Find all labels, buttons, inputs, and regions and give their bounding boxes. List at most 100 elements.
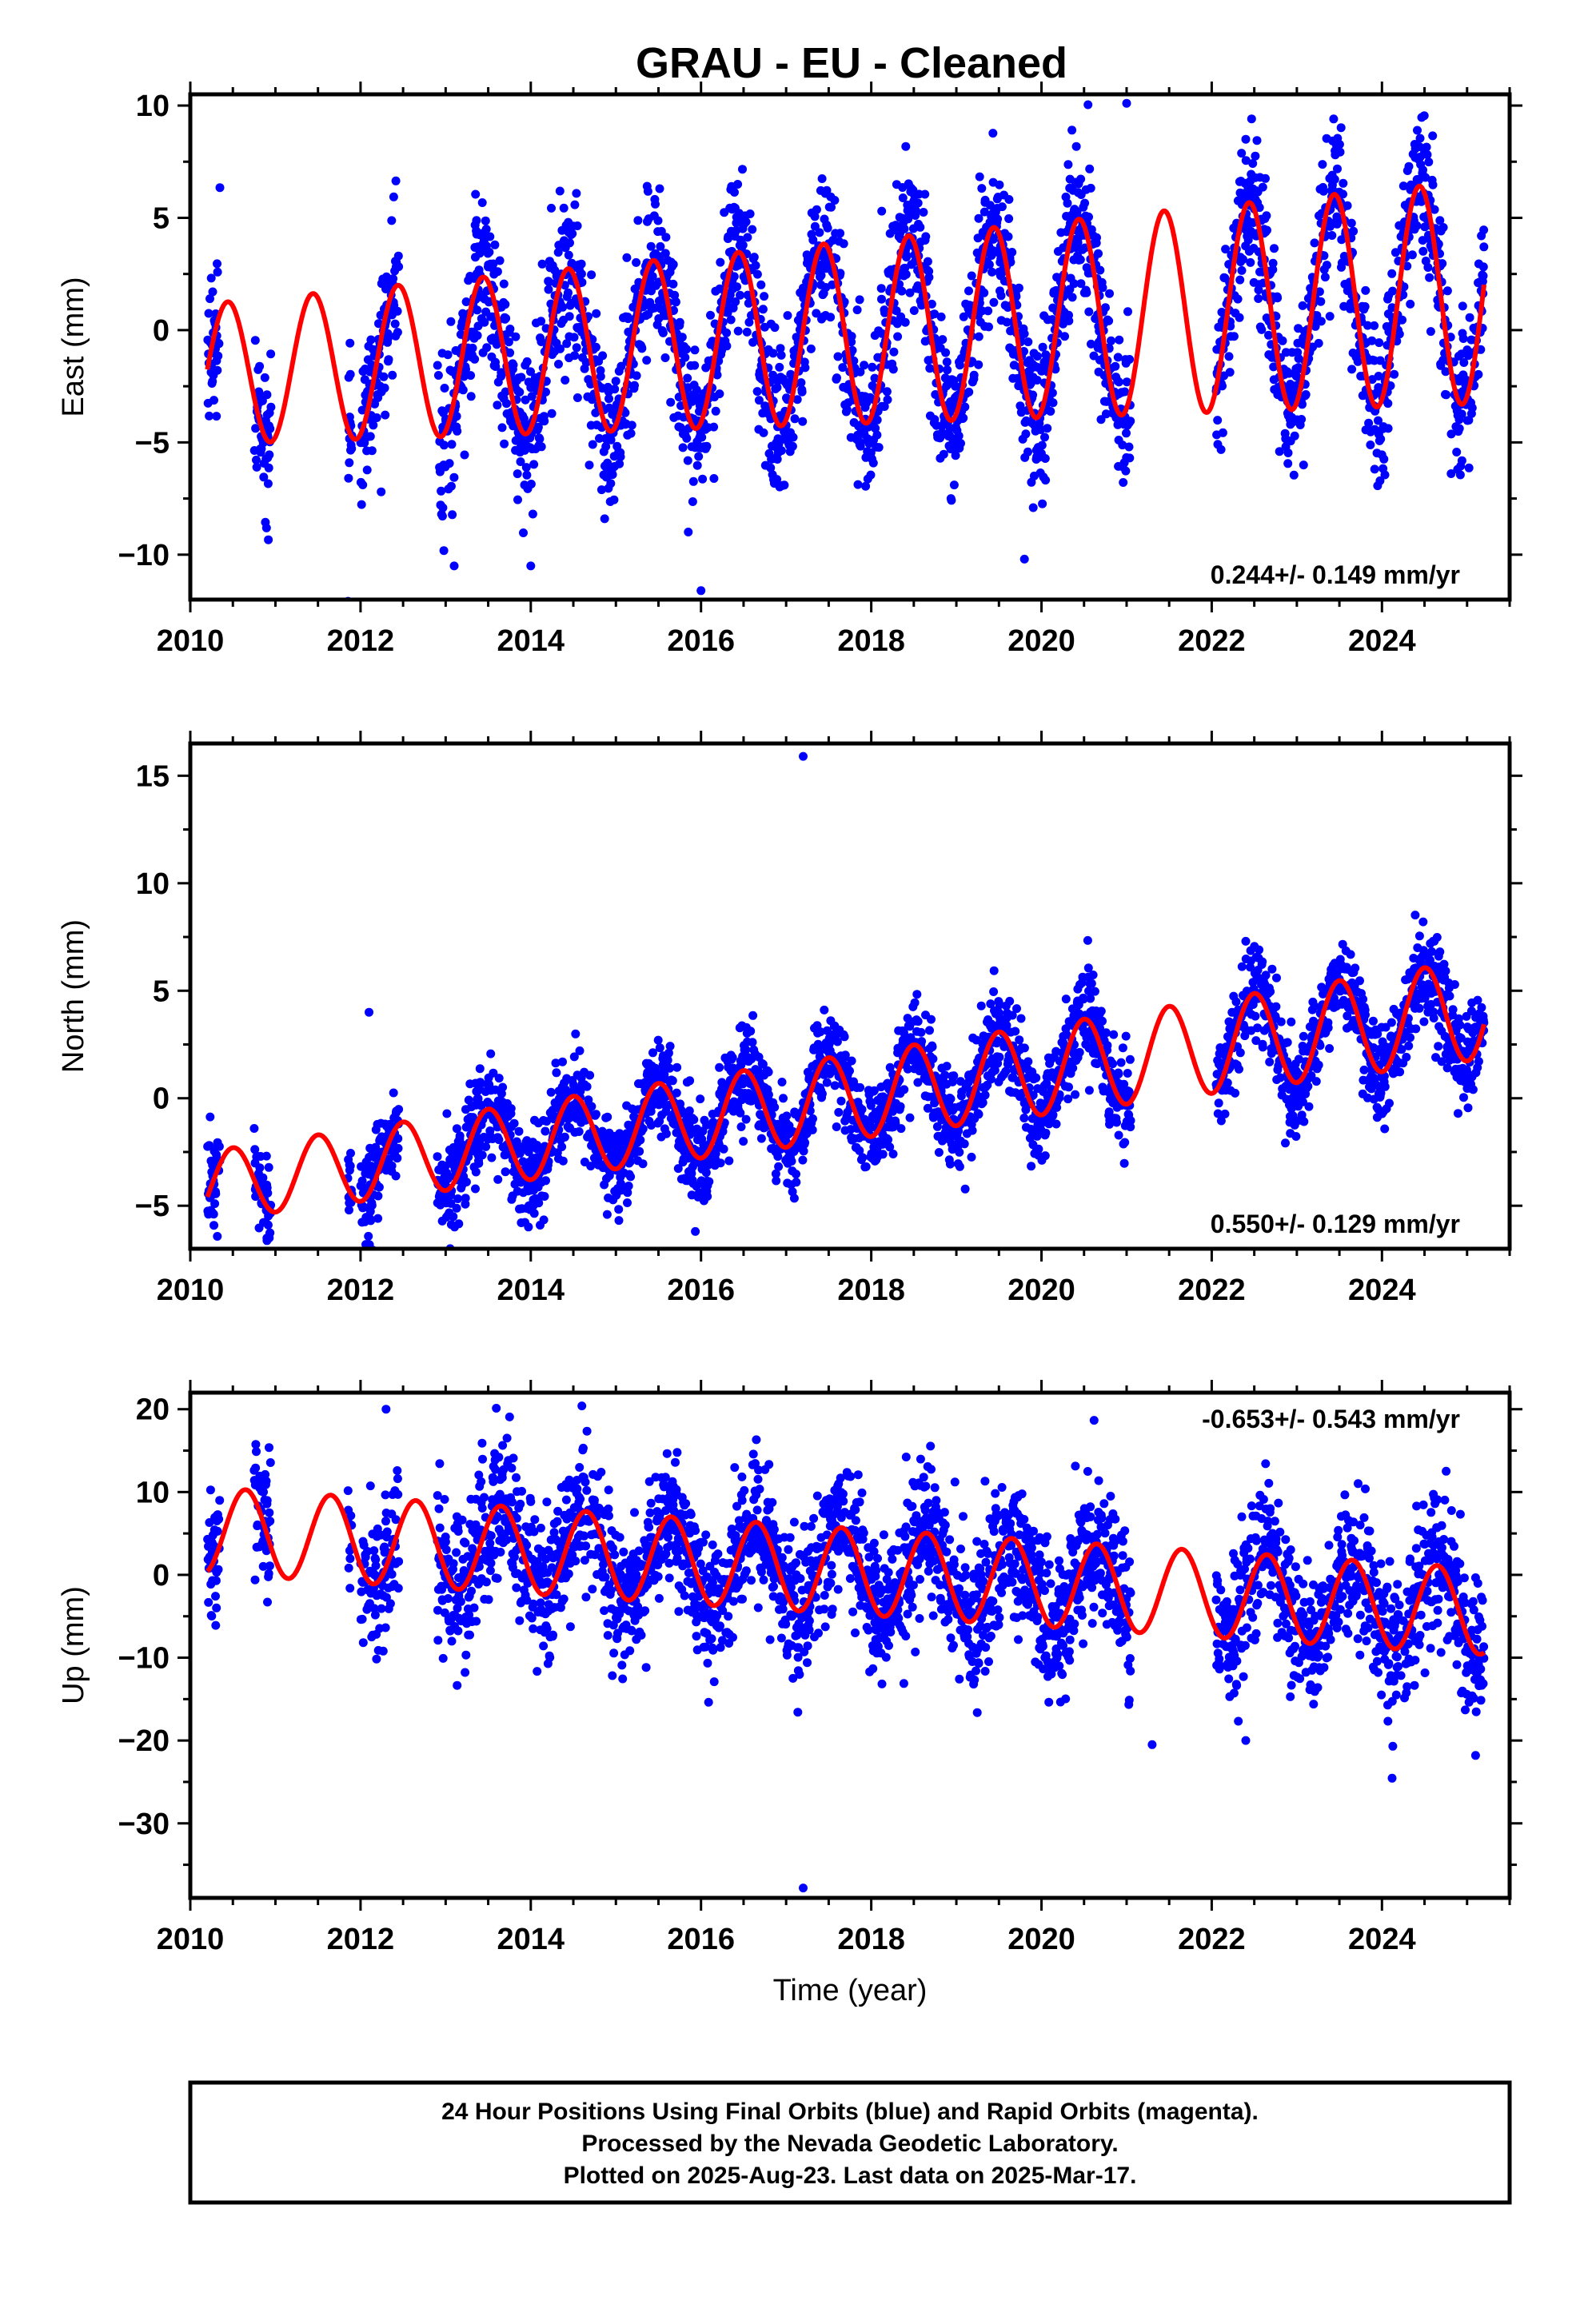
data-point (780, 480, 788, 489)
data-point (444, 350, 453, 359)
data-point (949, 1071, 958, 1080)
data-point (471, 190, 480, 199)
data-point (541, 1127, 549, 1136)
data-point (1291, 432, 1299, 440)
data-point (853, 305, 862, 314)
data-point (1331, 175, 1339, 184)
data-point (709, 423, 718, 432)
data-point (1040, 433, 1049, 441)
data-point (612, 377, 620, 385)
data-point (476, 1064, 485, 1073)
outlier-point (526, 561, 535, 570)
data-point (1299, 460, 1308, 469)
data-point (393, 328, 402, 337)
data-point (1361, 302, 1370, 311)
data-point (779, 1094, 788, 1102)
outlier-point (450, 561, 459, 570)
data-point (486, 1050, 495, 1058)
data-point (253, 463, 261, 472)
data-point (858, 1153, 867, 1162)
data-point (1004, 195, 1013, 204)
data-point (603, 1210, 612, 1219)
data-point (925, 1026, 934, 1034)
data-point (1235, 276, 1244, 285)
data-point (778, 1078, 787, 1086)
data-point (606, 479, 615, 488)
data-point (456, 1131, 465, 1140)
data-point (1418, 247, 1427, 256)
data-point (716, 258, 724, 267)
data-point (750, 253, 759, 261)
data-point (572, 189, 581, 197)
data-point (869, 459, 878, 468)
data-point (669, 260, 678, 269)
data-point (837, 1097, 846, 1106)
data-point (627, 429, 636, 438)
chart-title: GRAU - EU - Cleaned (636, 39, 1067, 87)
data-point (981, 1090, 990, 1099)
data-point (734, 327, 743, 336)
data-point (897, 287, 906, 296)
data-point (752, 261, 760, 270)
data-point (772, 1177, 780, 1186)
data-point (373, 1214, 382, 1223)
data-point (265, 425, 274, 433)
data-point (798, 388, 807, 397)
data-point (509, 361, 518, 369)
data-point (1122, 429, 1131, 437)
data-point (901, 142, 910, 151)
data-point (968, 1153, 976, 1162)
data-point (583, 1082, 592, 1091)
data-point (1405, 162, 1414, 171)
data-point (575, 1127, 584, 1136)
data-point (1007, 248, 1016, 257)
data-point (393, 1154, 401, 1162)
data-point (1361, 286, 1370, 295)
data-point (884, 396, 892, 405)
data-point (628, 421, 636, 429)
x-tick-label: 2010 (157, 624, 225, 658)
data-point (596, 372, 605, 381)
data-point (997, 291, 1006, 300)
data-point (1020, 1043, 1029, 1052)
data-point (262, 524, 271, 532)
data-point (902, 270, 911, 279)
data-point (672, 297, 680, 306)
data-point (347, 444, 356, 453)
data-point (498, 423, 507, 432)
data-point (1297, 415, 1306, 424)
data-point (1123, 307, 1132, 316)
data-point (558, 303, 567, 312)
data-point (916, 223, 924, 232)
data-point (511, 333, 520, 341)
data-point (570, 351, 579, 360)
data-point (1318, 160, 1327, 169)
data-point (598, 351, 607, 360)
data-point (1375, 338, 1383, 347)
data-point (461, 1194, 470, 1202)
data-point (808, 1114, 817, 1123)
data-point (896, 1102, 905, 1111)
data-point (1333, 165, 1342, 173)
data-point (1406, 300, 1414, 309)
data-point (1315, 339, 1323, 348)
data-point (1004, 233, 1013, 241)
data-point (1479, 272, 1488, 281)
data-point (739, 241, 748, 249)
y-tick-label: 0 (153, 314, 170, 348)
data-point (461, 451, 469, 460)
data-point (1422, 143, 1431, 152)
data-point (782, 1111, 791, 1120)
data-point (1333, 220, 1342, 229)
data-point (266, 349, 275, 358)
data-point (830, 196, 839, 205)
data-point (498, 1083, 507, 1092)
data-point (502, 399, 511, 408)
data-point (573, 221, 582, 230)
data-point (636, 1136, 644, 1145)
data-point (1015, 1035, 1023, 1044)
data-point (346, 1162, 355, 1170)
data-point (1398, 316, 1406, 325)
data-point (266, 403, 275, 412)
data-point (472, 1168, 481, 1177)
